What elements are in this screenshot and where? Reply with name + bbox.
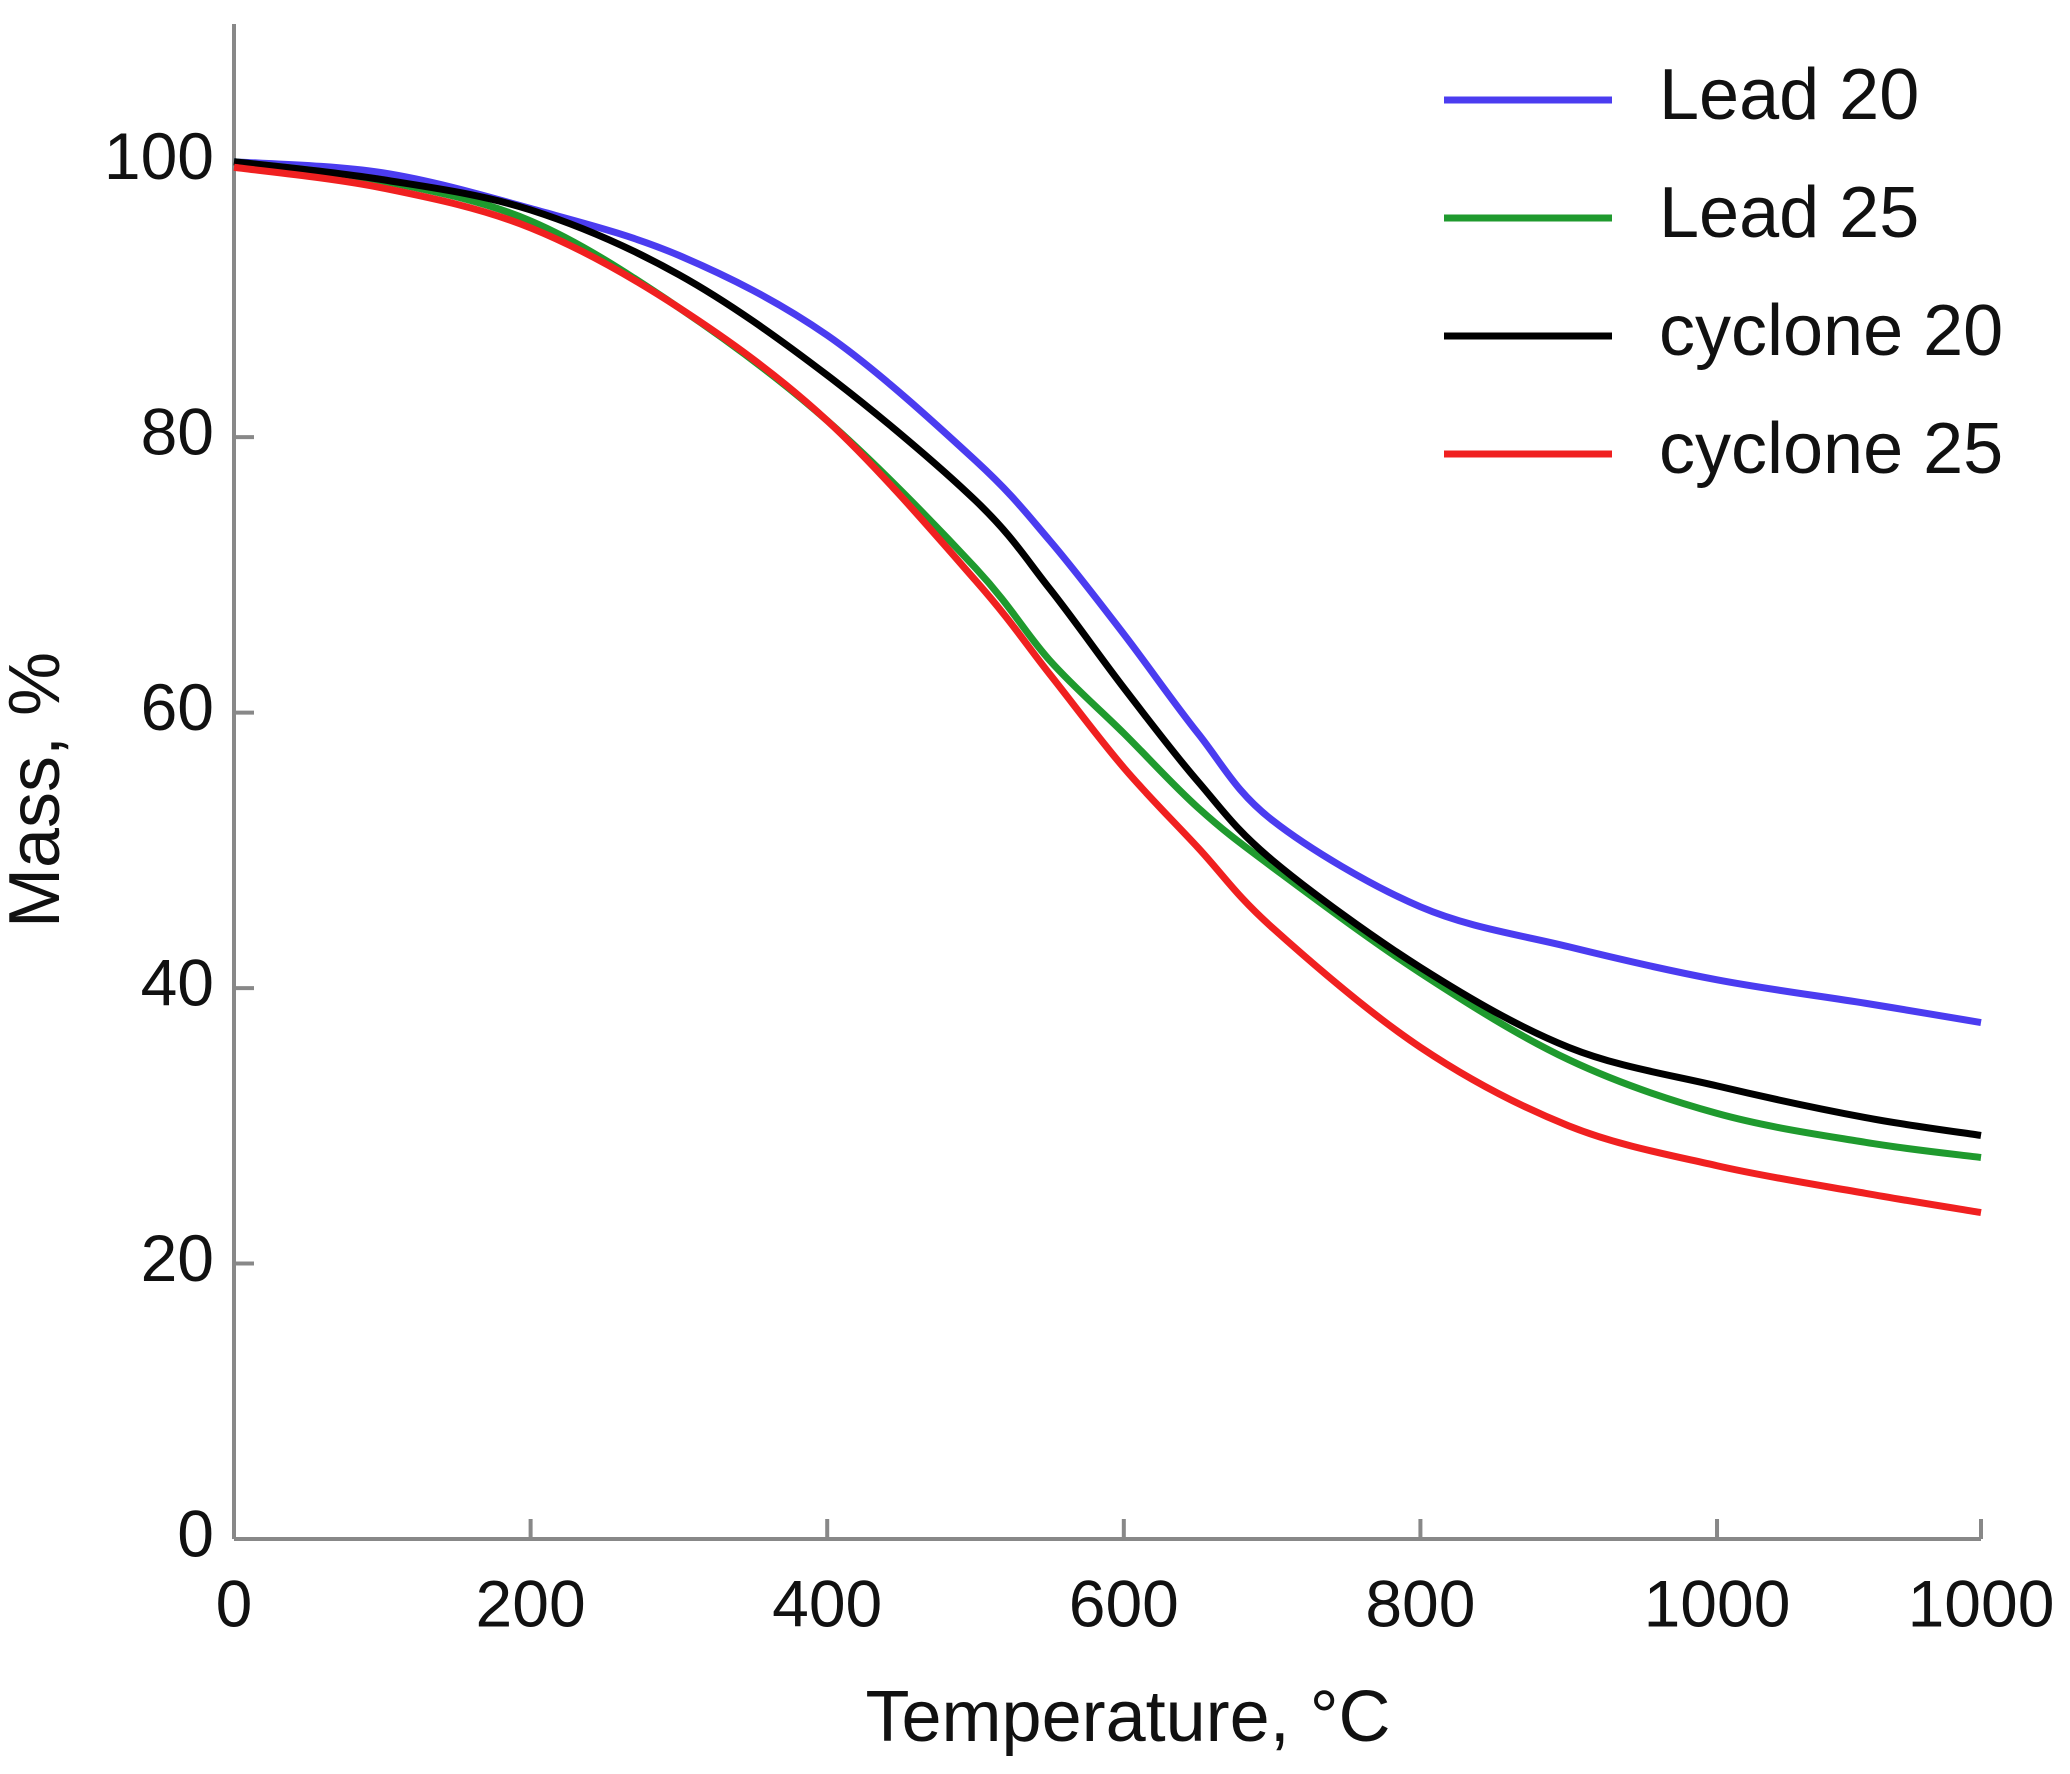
- legend-label: Lead 25: [1659, 173, 1919, 253]
- x-axis-label: Temperature, °C: [866, 1677, 1391, 1757]
- line-series: [233, 158, 1982, 1161]
- y-tick-label: 40: [141, 946, 214, 1020]
- x-tick-label: 200: [476, 1566, 586, 1640]
- y-axis-label: Mass, %: [0, 652, 75, 928]
- legend-label: cyclone 25: [1659, 409, 2003, 489]
- line-series: [233, 158, 1982, 1139]
- line-series: [233, 163, 1982, 1217]
- y-tick-label: 60: [141, 670, 214, 744]
- x-tick-label: 400: [772, 1566, 882, 1640]
- y-tick-label: 80: [141, 395, 214, 469]
- x-tick-label: 600: [1069, 1566, 1179, 1640]
- line-series: [233, 158, 1982, 1026]
- x-tick-label: 1000: [1908, 1566, 2055, 1640]
- legend-label: Lead 20: [1659, 55, 1919, 135]
- x-tick-label: 800: [1365, 1566, 1475, 1640]
- legend-label: cyclone 20: [1659, 291, 2003, 371]
- y-tick-label: 0: [177, 1496, 214, 1570]
- x-tick-label: 0: [216, 1566, 253, 1640]
- y-tick-label: 100: [104, 119, 214, 193]
- x-tick-label: 1000: [1644, 1566, 1791, 1640]
- y-tick-label: 20: [141, 1221, 214, 1295]
